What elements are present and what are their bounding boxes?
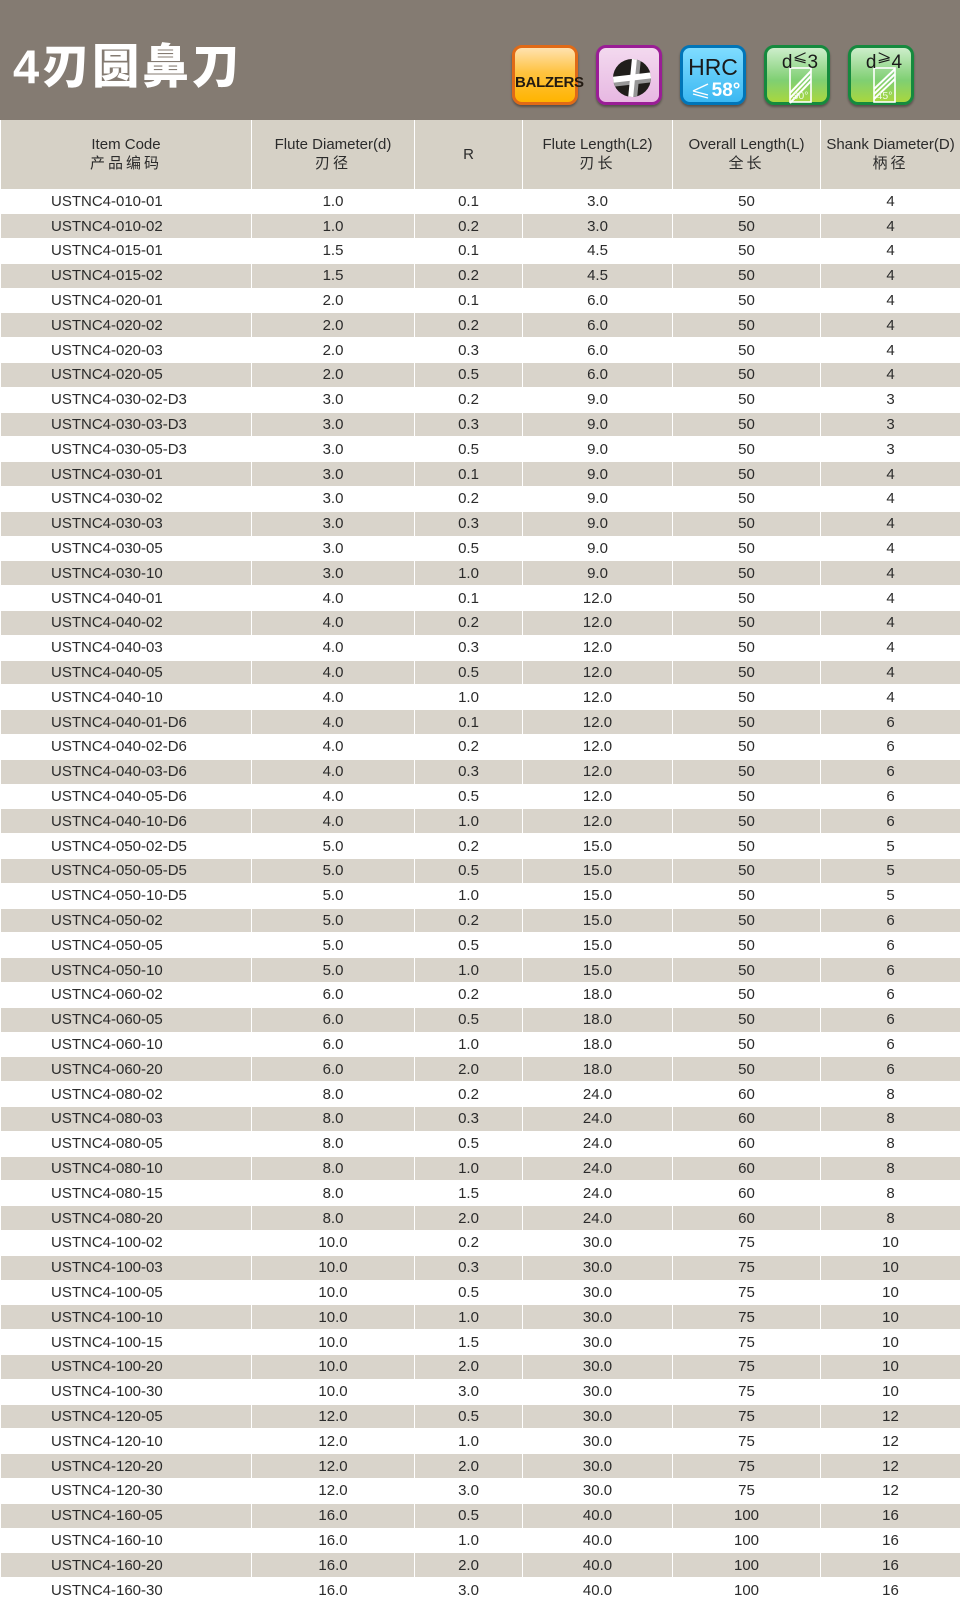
svg-text:45°: 45°: [877, 90, 893, 102]
svg-text:30°: 30°: [793, 90, 809, 102]
